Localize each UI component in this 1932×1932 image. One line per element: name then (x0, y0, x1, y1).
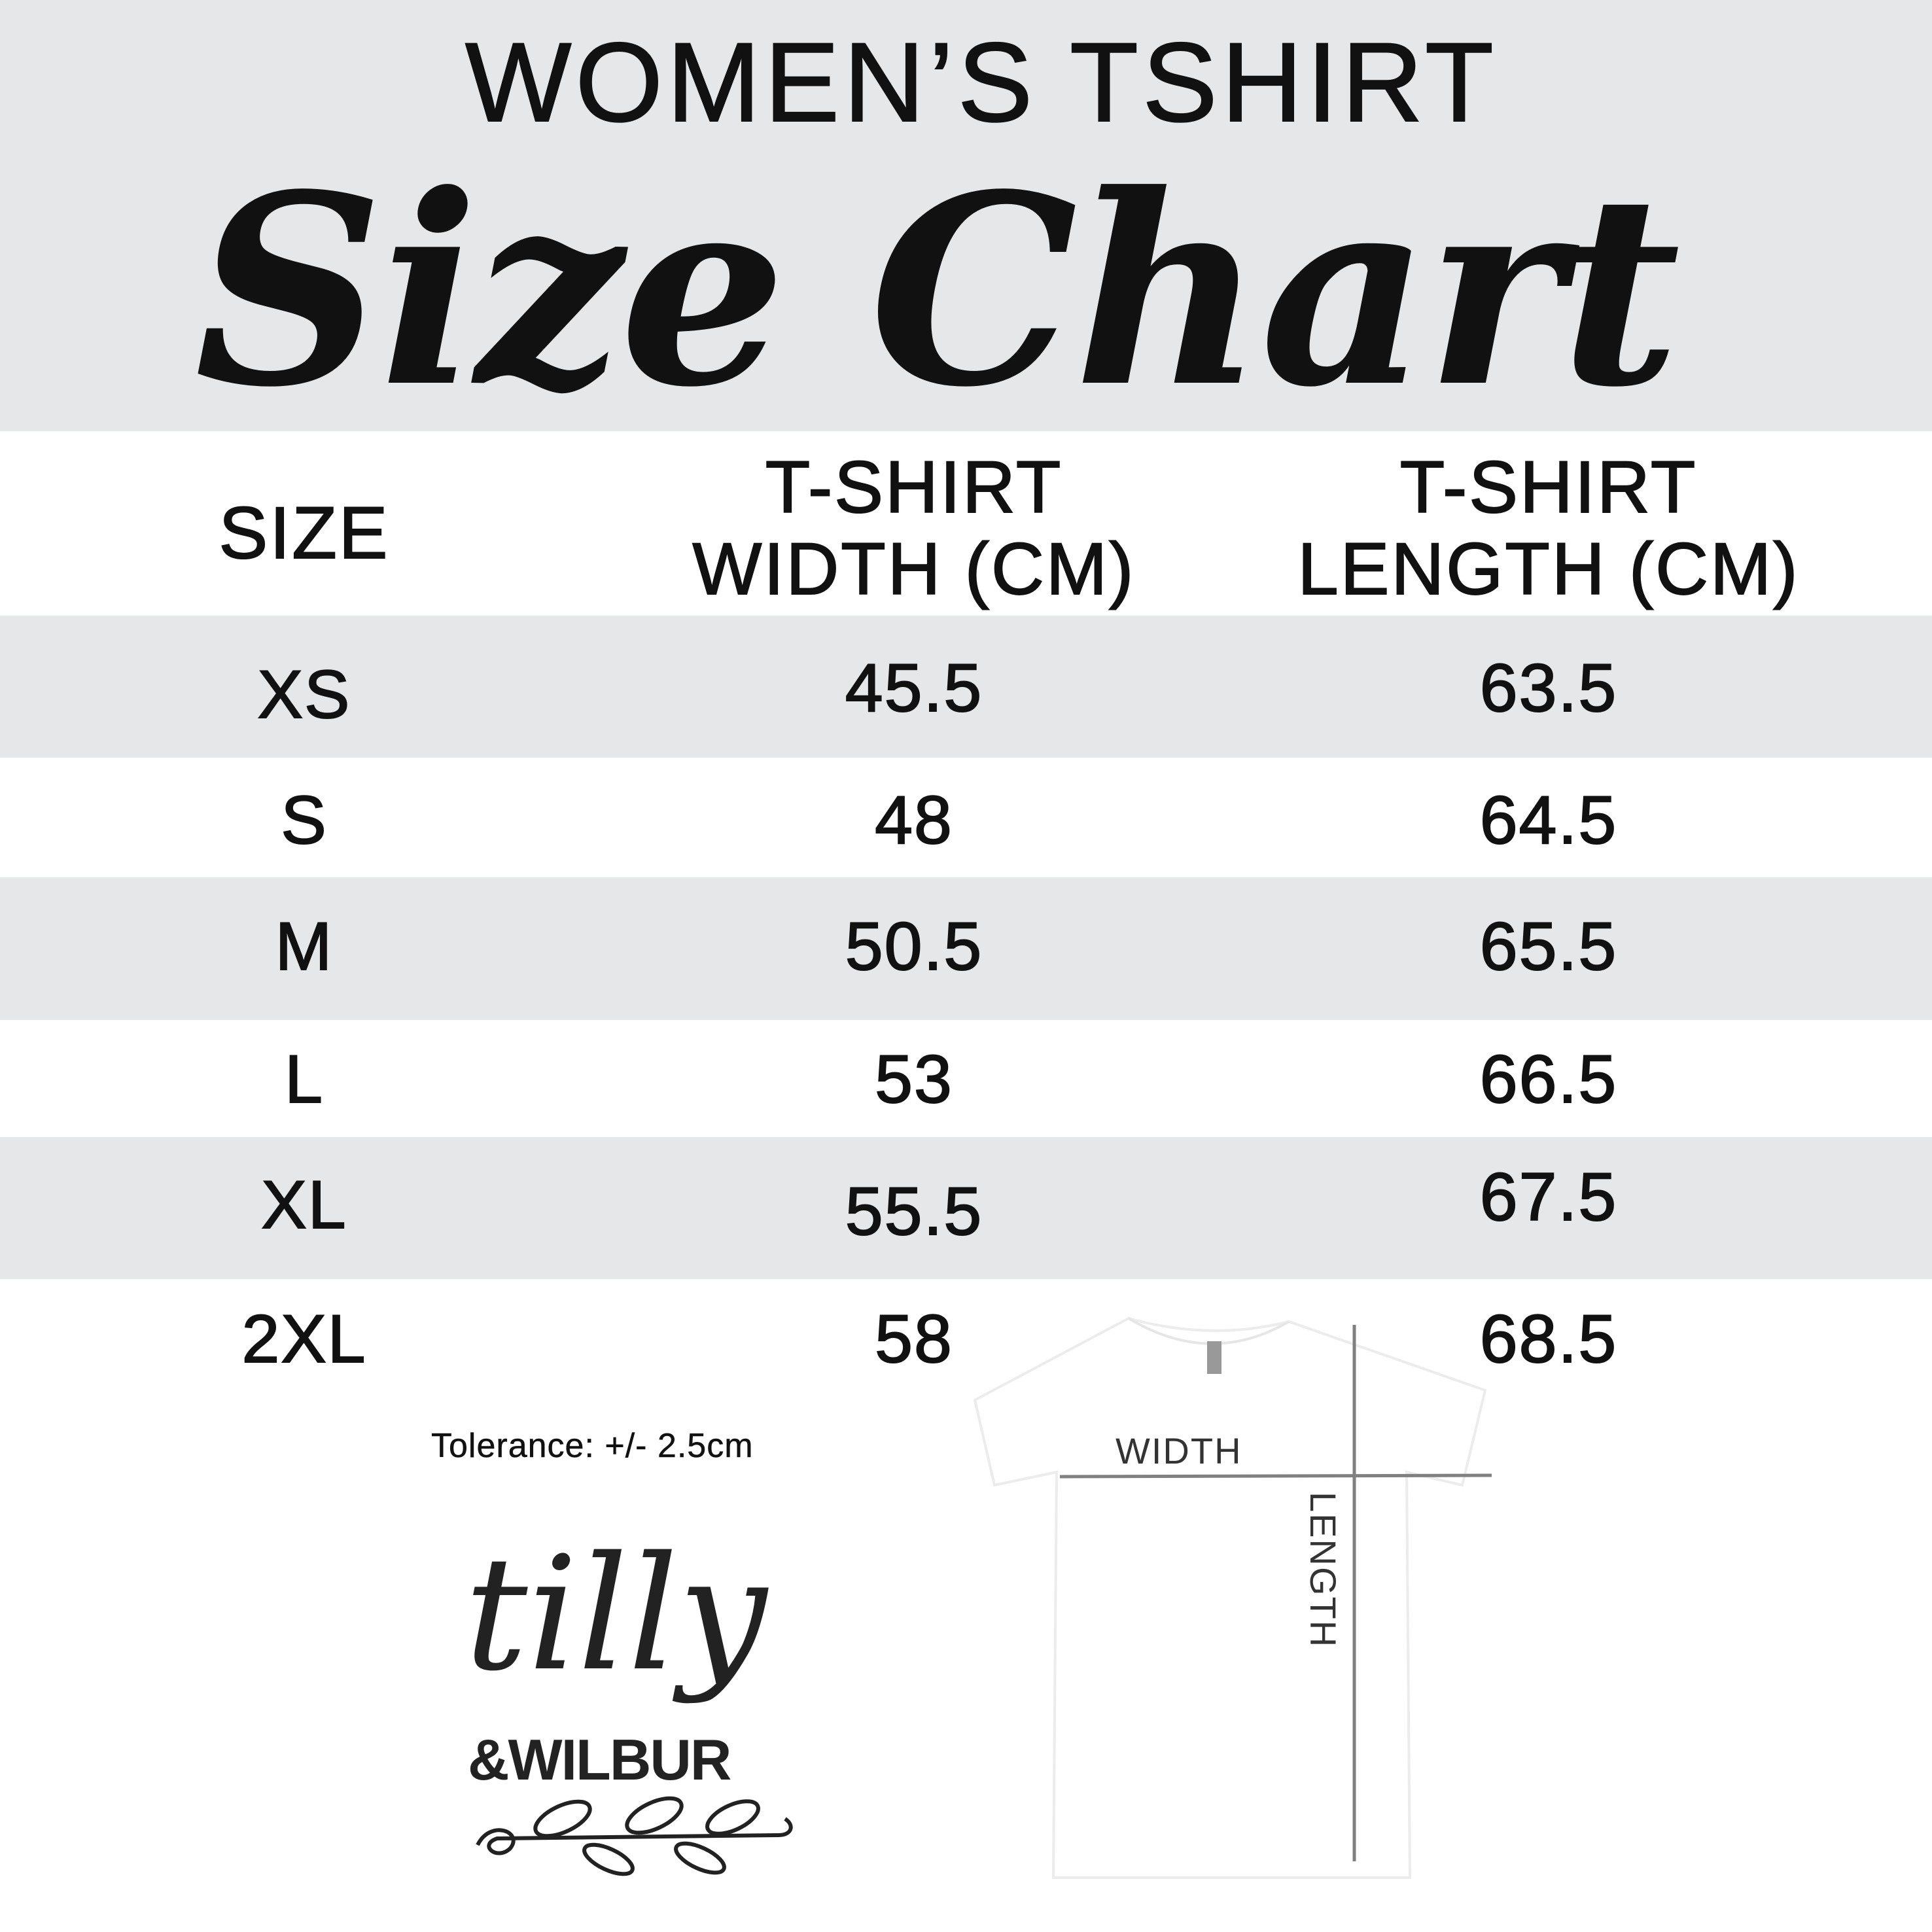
cell-length: 63.5 (1479, 650, 1618, 726)
cell-size: 2XL (241, 1301, 367, 1377)
column-header-size: SIZE (219, 491, 390, 574)
header-line: T-SHIRT (1399, 446, 1698, 529)
page-title: Size Chart (194, 137, 1681, 445)
tolerance-note: Tolerance: +/- 2.5cm (431, 1427, 754, 1466)
header-line: SIZE (219, 491, 390, 574)
cell-width: 58 (874, 1301, 953, 1377)
width-label: WIDTH (1115, 1430, 1242, 1471)
cell-width: 45.5 (845, 650, 983, 726)
header-line: T-SHIRT (765, 446, 1063, 529)
svg-text:tilly: tilly (465, 1522, 769, 1706)
tshirt-diagram: WIDTH LENGTH (949, 1269, 1505, 1897)
row-band-xl (0, 1137, 1932, 1279)
logo-graphic: tilly &WILBUR (465, 1522, 793, 1876)
header-band (0, 0, 1932, 431)
tshirt-graphic (973, 1316, 1492, 1879)
cell-length: 67.5 (1479, 1159, 1618, 1235)
brand-logo: tilly &WILBUR (451, 1518, 805, 1884)
cell-width: 48 (874, 782, 953, 858)
cell-length: 65.5 (1479, 909, 1618, 985)
row-band-m (0, 877, 1932, 1020)
length-label: LENGTH (1303, 1492, 1344, 1649)
subtitle: WOMEN’S TSHIRT (465, 20, 1498, 145)
cell-size: L (284, 1042, 324, 1117)
tag-icon (1207, 1341, 1221, 1374)
cell-length: 68.5 (1479, 1301, 1618, 1377)
cell-length: 64.5 (1479, 782, 1618, 858)
column-header-width: T-SHIRT WIDTH (CM) (692, 446, 1136, 610)
header-line: LENGTH (CM) (1297, 527, 1800, 610)
cell-width: 50.5 (845, 909, 983, 985)
cell-size: XL (260, 1167, 347, 1243)
cell-width: 53 (874, 1042, 953, 1117)
cell-size: S (280, 782, 328, 858)
header-line: WIDTH (CM) (692, 527, 1136, 610)
cell-width: 55.5 (845, 1174, 983, 1250)
column-header-length: T-SHIRT LENGTH (CM) (1297, 446, 1799, 610)
width-line (1059, 1473, 1492, 1479)
row-band-xs (0, 616, 1932, 758)
cell-size: XS (257, 657, 351, 733)
svg-text:&WILBUR: &WILBUR (468, 1727, 731, 1792)
cell-length: 66.5 (1479, 1042, 1618, 1117)
cell-size: M (275, 909, 334, 985)
